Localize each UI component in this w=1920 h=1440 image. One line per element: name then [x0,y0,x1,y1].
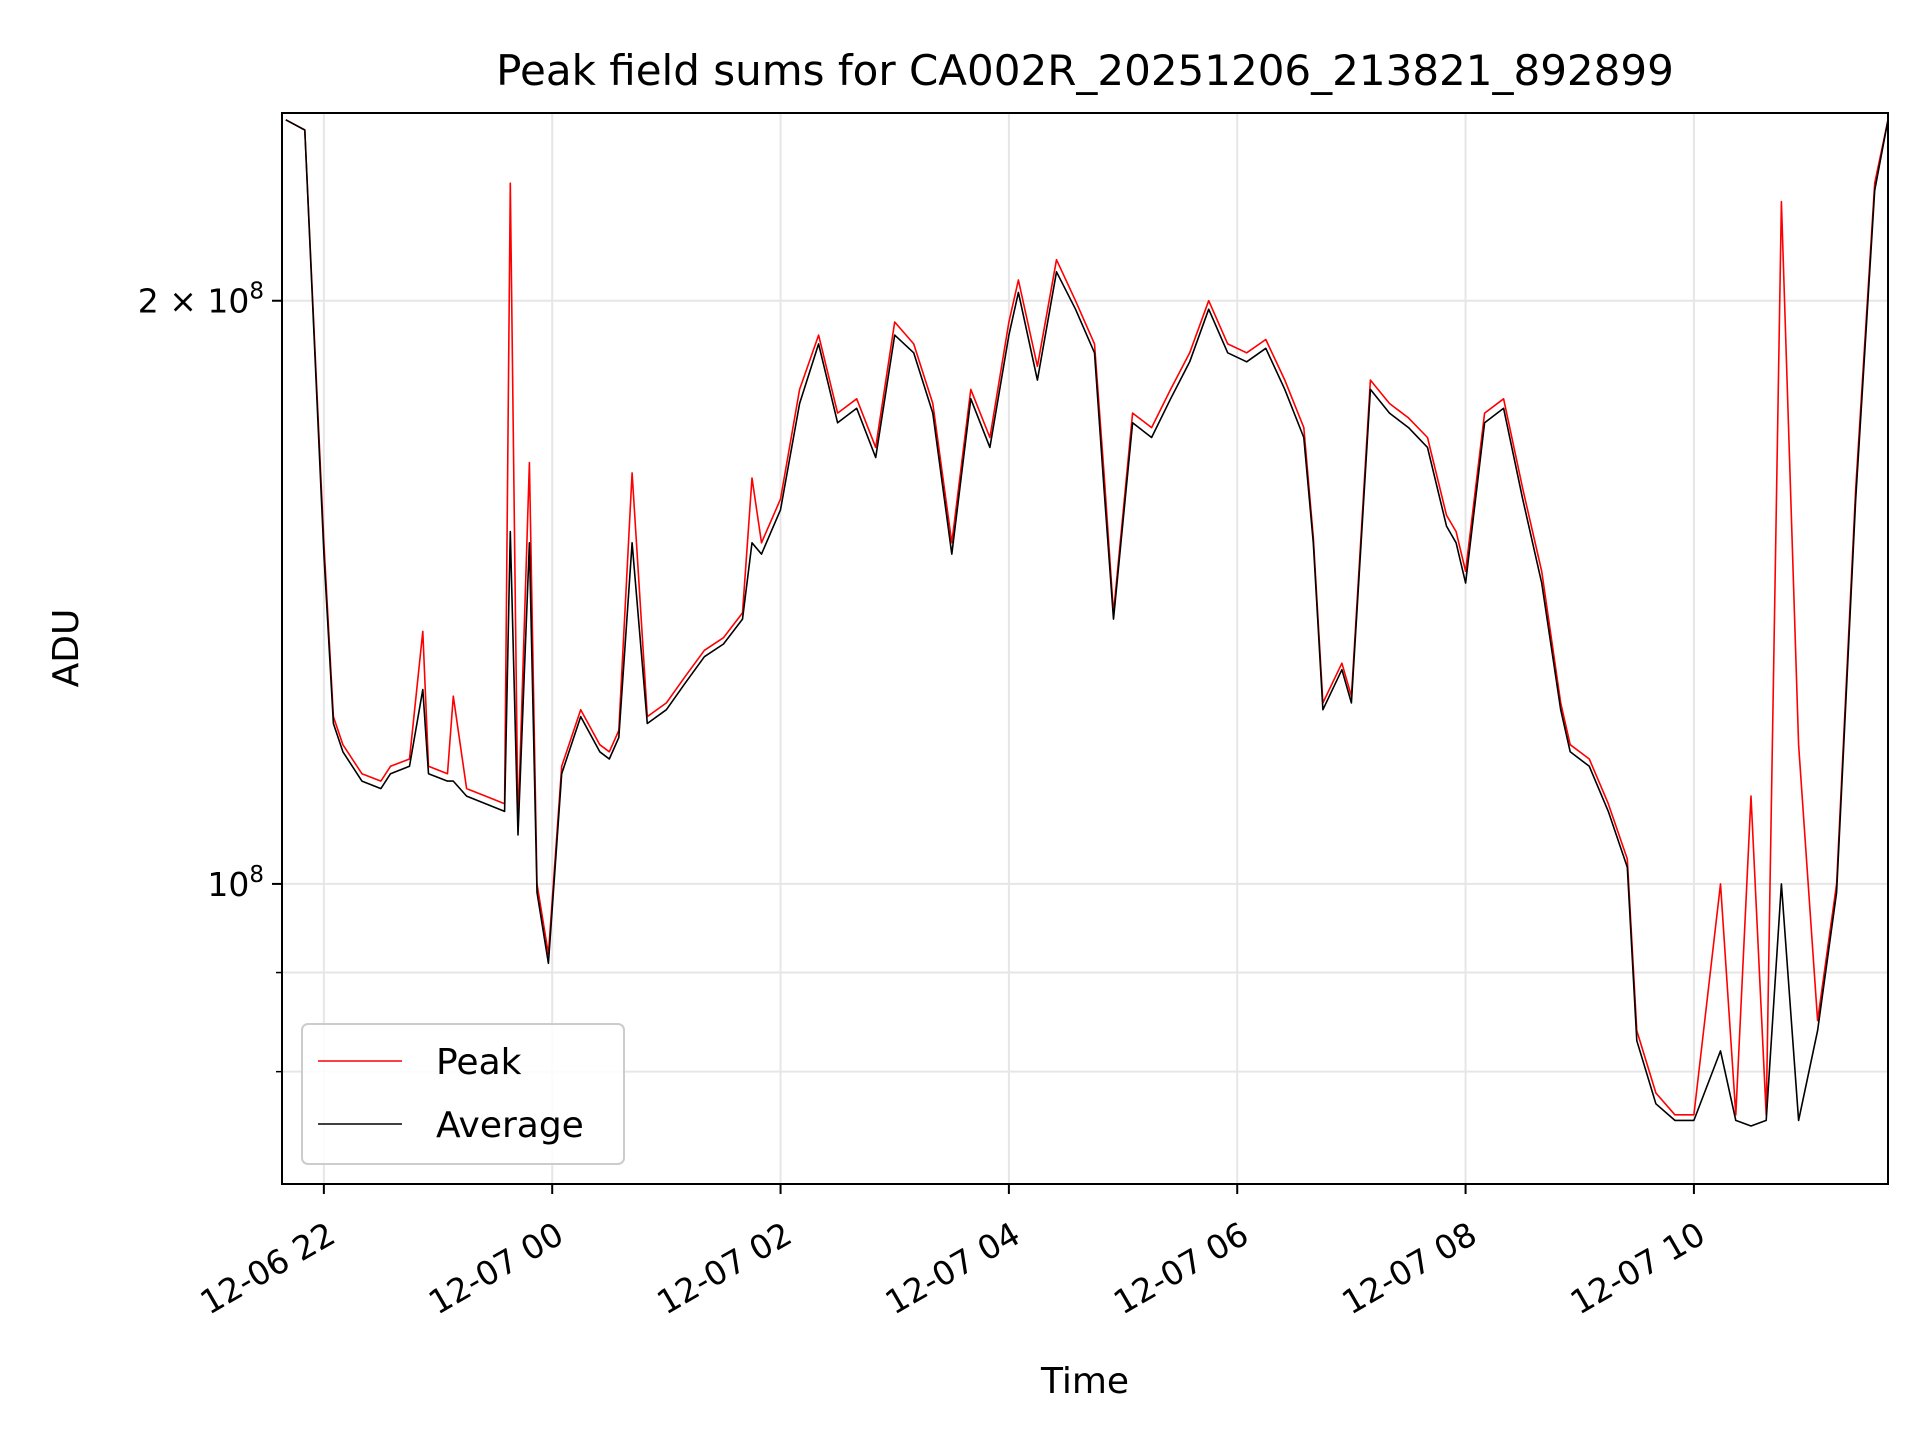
series-layer [285,119,1888,1127]
legend-label-peak: Peak [436,1042,522,1083]
y-axis-ticks: 108 2 × 108 [138,279,282,1073]
series-line-peak [285,119,1888,1116]
legend: Peak Average [301,1023,625,1165]
y-tick-label: 2 × 108 [138,279,264,321]
x-axis-title: Time [1040,1361,1129,1402]
chart-title: Peak field sums for CA002R_20251206_2138… [496,46,1674,95]
legend-label-average: Average [436,1105,584,1146]
grid [282,113,1888,1184]
legend-box [301,1023,625,1165]
y-tick-label: 108 [207,862,264,904]
plot-area-frame [281,112,1889,1185]
y-axis-title: ADU [46,609,87,688]
series-line-average [285,119,1888,1127]
